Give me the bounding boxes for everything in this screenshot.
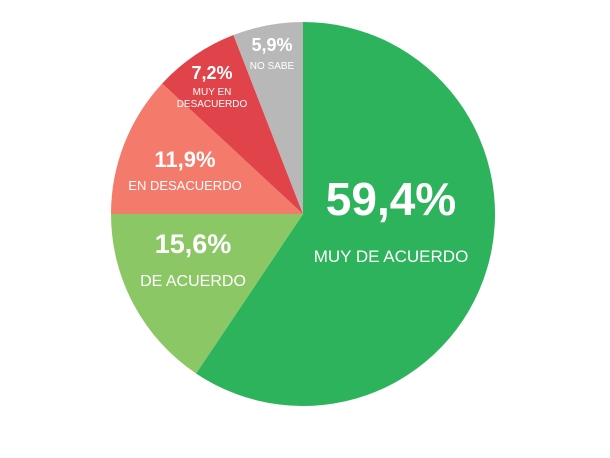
pie-slice-3	[162, 35, 303, 214]
slice-category-label-0: MUY DE ACUERDO	[314, 247, 469, 266]
pie-slice-1	[111, 214, 303, 374]
slice-category-label-3-line-0: MUY EN	[193, 87, 232, 98]
slice-category-label-4: NO SABE	[250, 61, 295, 72]
slice-percent-label-3: 7,2%	[191, 63, 232, 83]
slice-category-label-3-line-1: DESACUERDO	[177, 99, 248, 110]
pie-slice-2	[111, 83, 303, 214]
slice-percent-label-4: 5,9%	[251, 35, 292, 55]
slice-category-label-1: DE ACUERDO	[140, 273, 246, 290]
slice-percent-label-2: 11,9%	[154, 147, 215, 172]
slice-percent-label-0: 59,4%	[326, 173, 456, 225]
slice-category-label-2: EN DESACUERDO	[128, 178, 241, 193]
pie-slice-0	[196, 22, 496, 406]
pie-slice-4	[233, 22, 303, 214]
slice-percent-label-1: 15,6%	[155, 229, 232, 259]
